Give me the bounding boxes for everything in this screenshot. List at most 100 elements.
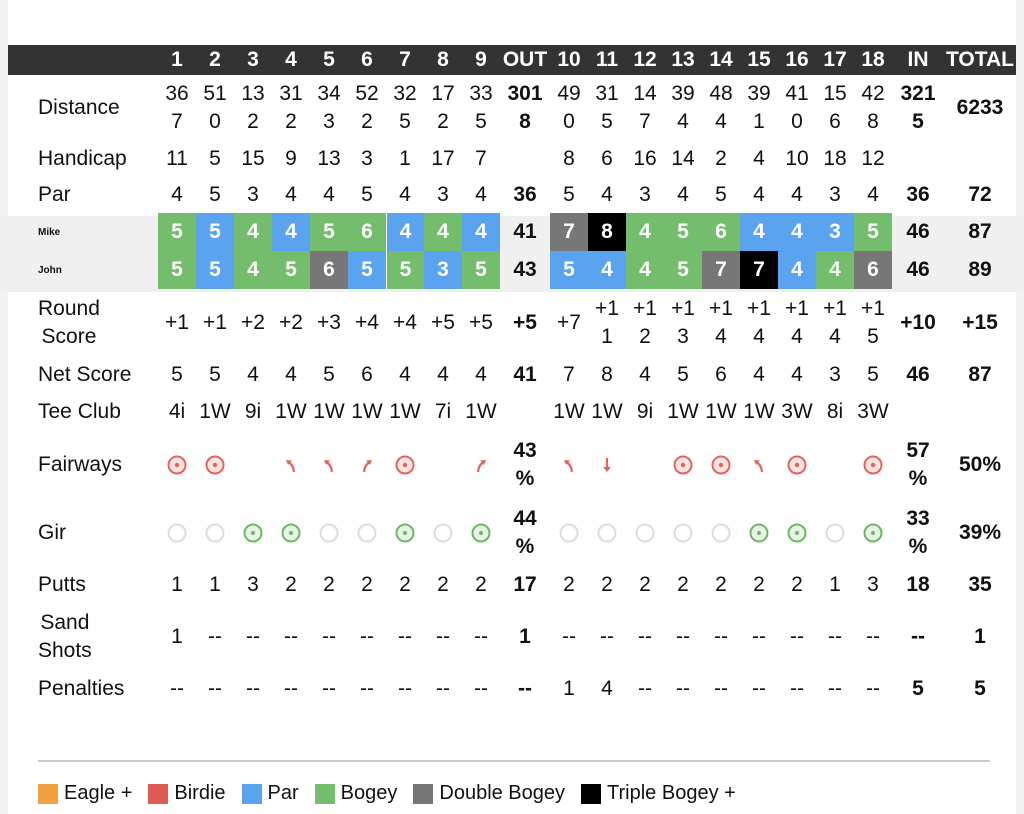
tee-club-value: 8i (826, 400, 844, 423)
score-cell-11[interactable]: 4 (588, 251, 626, 289)
score-cell-1[interactable]: 5 (158, 251, 196, 289)
score-cell-5[interactable]: 5 (310, 213, 348, 251)
score-cell-11[interactable]: 8 (588, 213, 626, 251)
sand-shots-value: 1 (519, 625, 531, 648)
penalties-cell-7: -- (386, 671, 424, 707)
sand-shots-value: -- (322, 625, 336, 648)
par-value: 4 (791, 183, 803, 206)
putts-cell-out: 17 (500, 567, 550, 603)
score-cell-in[interactable]: 46 (906, 220, 930, 243)
legend-label: Bogey (340, 782, 398, 804)
handicap-value: 14 (671, 147, 695, 170)
score-cell-7[interactable]: 5 (386, 251, 424, 289)
penalties-value: 4 (601, 677, 613, 700)
fairways-target-icon (711, 455, 731, 475)
score-cell-4[interactable]: 4 (272, 213, 310, 251)
putts-cell-5: 2 (310, 567, 348, 603)
score-cell-3[interactable]: 4 (234, 251, 272, 289)
distance-value: 31 5 (595, 80, 618, 136)
score-cell-16[interactable]: 4 (778, 213, 816, 251)
net-score-cell-16: 4 (778, 357, 816, 393)
net-score-value: 46 (906, 363, 930, 386)
score-cell-17[interactable]: 3 (816, 213, 854, 251)
sand-shots-cell-out: 1 (500, 603, 550, 671)
score-cell-out[interactable]: 43 (513, 258, 537, 281)
net-score-value: 4 (753, 363, 765, 386)
sand-shots-cell-8: -- (424, 603, 462, 671)
distance-value: 51 0 (203, 80, 226, 136)
row-label-text: Handicap (38, 147, 127, 170)
score-cell-12[interactable]: 4 (626, 213, 664, 251)
handicap-value: 18 (823, 147, 847, 170)
value-line: 15 (823, 82, 847, 105)
round-score-value: +4 (355, 311, 379, 334)
score-cell-3[interactable]: 4 (234, 213, 272, 251)
score-cell-2[interactable]: 5 (196, 251, 234, 289)
score-cell-10[interactable]: 7 (550, 213, 588, 251)
legend-label: Triple Bogey + (607, 782, 736, 804)
score-cell-16[interactable]: 4 (778, 251, 816, 289)
tee-club-cell-8: 7i (424, 393, 462, 431)
score-cell-6[interactable]: 5 (348, 251, 386, 289)
net-score-value: 5 (209, 363, 221, 386)
row-label: Net Score (8, 357, 158, 393)
score-cell-15[interactable]: 4 (740, 213, 778, 251)
score-cell-total[interactable]: 87 (968, 220, 992, 243)
sand-shots-value: -- (676, 625, 690, 648)
value-line: 4 (715, 325, 727, 348)
score-cell-9[interactable]: 5 (462, 251, 500, 289)
handicap-value: 3 (361, 147, 373, 170)
score-cell-6[interactable]: 6 (348, 213, 386, 251)
score-cell-18[interactable]: 6 (854, 251, 892, 289)
round-score-value: +15 (962, 311, 998, 334)
fairways-target-icon (205, 455, 225, 475)
value-line: % (908, 467, 928, 490)
gir-cell-total: 39% (944, 499, 1016, 567)
sand-shots-value: -- (246, 625, 260, 648)
par-value: 4 (399, 183, 411, 206)
score-cell-8[interactable]: 3 (424, 251, 462, 289)
tee-club-cell-16: 3W (778, 393, 816, 431)
par-cell-14: 5 (702, 177, 740, 213)
score-cell-17[interactable]: 4 (816, 251, 854, 289)
score-cell-4[interactable]: 5 (272, 251, 310, 289)
score-cell-1[interactable]: 5 (158, 213, 196, 251)
header-11: 11 (595, 48, 619, 71)
tee-club-value: 1W (465, 400, 497, 423)
score-cell-18[interactable]: 5 (854, 213, 892, 251)
legend-item-eagle: Eagle + (38, 782, 132, 805)
putts-cell-3: 3 (234, 567, 272, 603)
par-cell-1: 4 (158, 177, 196, 213)
penalties-value: -- (398, 677, 412, 700)
score-cell-13[interactable]: 5 (664, 251, 702, 289)
value-line: 5 (912, 110, 924, 133)
score-cell-9[interactable]: 4 (462, 213, 500, 251)
par-value: 36 (906, 183, 930, 206)
score-cell-5[interactable]: 6 (310, 251, 348, 289)
score-cell-8[interactable]: 4 (424, 213, 462, 251)
score-cell-14[interactable]: 7 (702, 251, 740, 289)
score-cell-total[interactable]: 89 (968, 258, 992, 281)
score-cell-10[interactable]: 5 (550, 251, 588, 289)
penalties-cell-17: -- (816, 671, 854, 707)
score-cell-15[interactable]: 7 (740, 251, 778, 289)
score-cell-out[interactable]: 41 (513, 220, 537, 243)
handicap-cell-15: 4 (740, 141, 778, 177)
score-cell-13[interactable]: 5 (664, 213, 702, 251)
score-cell-14[interactable]: 6 (702, 213, 740, 251)
score-cell-in[interactable]: 46 (906, 258, 930, 281)
tee-club-value: 4i (168, 400, 186, 423)
handicap-cell-total (944, 141, 1016, 177)
score-cell-2[interactable]: 5 (196, 213, 234, 251)
penalties-value: -- (828, 677, 842, 700)
fairways-cell-16 (778, 431, 816, 499)
right-edge (1016, 0, 1024, 814)
value-line: 0 (563, 110, 575, 133)
gir-cell-18 (854, 499, 892, 567)
sand-shots-cell-7: -- (386, 603, 424, 671)
penalties-cell-2: -- (196, 671, 234, 707)
score-cell-7[interactable]: 4 (386, 213, 424, 251)
value-line: 31 (279, 82, 303, 105)
score-cell-12[interactable]: 4 (626, 251, 664, 289)
